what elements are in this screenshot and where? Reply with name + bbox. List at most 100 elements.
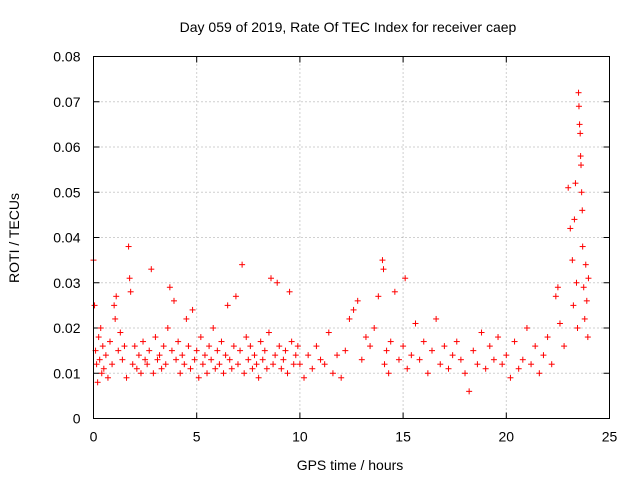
data-point <box>272 352 279 359</box>
data-point <box>416 356 423 363</box>
data-point <box>197 334 204 341</box>
data-point <box>578 189 585 196</box>
data-point <box>239 261 246 268</box>
data-point <box>115 347 122 354</box>
data-point <box>282 347 289 354</box>
data-point <box>241 370 248 377</box>
x-tick-label: 15 <box>395 429 411 445</box>
data-point <box>387 338 394 345</box>
data-point <box>204 370 211 377</box>
data-point <box>230 343 237 350</box>
data-point <box>199 361 206 368</box>
data-point <box>321 361 328 368</box>
data-point <box>325 329 332 336</box>
data-point <box>119 356 126 363</box>
data-point <box>554 284 561 291</box>
data-point <box>232 293 239 300</box>
y-axis-label: ROTI / TECUs <box>6 193 22 283</box>
data-point <box>305 352 312 359</box>
data-point <box>371 325 378 331</box>
data-point <box>503 352 510 359</box>
data-point <box>385 370 392 377</box>
data-point <box>137 370 144 377</box>
data-point <box>313 343 320 350</box>
data-point <box>453 338 460 345</box>
data-point <box>579 243 586 250</box>
data-point <box>528 361 535 368</box>
data-point <box>575 103 582 110</box>
data-point <box>486 343 493 350</box>
data-point <box>175 338 182 345</box>
data-point <box>334 352 341 359</box>
data-point <box>253 361 260 368</box>
data-point <box>585 275 592 282</box>
data-point <box>224 302 231 309</box>
data-point <box>478 329 485 336</box>
data-point <box>148 266 155 273</box>
data-point <box>191 356 198 363</box>
chart-title: Day 059 of 2019, Rate Of TEC Index for r… <box>180 19 517 35</box>
data-point <box>428 347 435 354</box>
data-point <box>490 356 497 363</box>
data-point <box>212 365 219 372</box>
data-point <box>437 361 444 368</box>
data-point <box>404 365 411 372</box>
y-tick-label: 0.01 <box>53 365 80 381</box>
data-point <box>195 374 202 381</box>
data-point <box>280 356 287 363</box>
data-point <box>162 361 169 368</box>
data-point <box>228 365 235 372</box>
data-point <box>127 288 134 295</box>
data-point <box>93 361 100 368</box>
data-point <box>354 297 361 304</box>
data-point <box>185 343 192 350</box>
data-point <box>367 343 374 350</box>
data-point <box>142 356 149 363</box>
data-point <box>226 356 233 363</box>
data-point <box>577 130 584 137</box>
data-points <box>90 89 592 395</box>
data-point <box>296 361 303 368</box>
data-point <box>499 361 506 368</box>
data-point <box>208 356 215 363</box>
data-point <box>433 315 440 322</box>
data-point <box>177 370 184 377</box>
data-point <box>270 361 277 368</box>
data-point <box>358 356 365 363</box>
data-point <box>152 334 159 341</box>
data-point <box>95 334 102 341</box>
data-point <box>565 184 572 191</box>
data-point <box>294 343 301 350</box>
data-point <box>301 374 308 381</box>
data-point <box>284 370 291 377</box>
data-point <box>519 356 526 363</box>
data-point <box>576 121 583 128</box>
data-point <box>317 356 324 363</box>
data-point <box>265 329 272 336</box>
data-point <box>96 356 103 363</box>
data-point <box>540 352 547 359</box>
data-point <box>342 347 349 354</box>
data-point <box>449 352 456 359</box>
data-point <box>346 315 353 322</box>
data-point <box>187 365 194 372</box>
data-point <box>168 347 175 354</box>
data-point <box>91 302 98 309</box>
data-point <box>573 279 580 286</box>
data-point <box>164 325 171 331</box>
data-point <box>441 343 448 350</box>
data-point <box>216 361 223 368</box>
data-point <box>379 257 386 264</box>
data-point <box>97 325 104 331</box>
data-point <box>569 257 576 264</box>
data-point <box>109 361 116 368</box>
data-point <box>257 338 264 345</box>
data-point <box>583 297 590 304</box>
data-point <box>206 343 213 350</box>
data-point <box>247 343 254 350</box>
data-point <box>582 261 589 268</box>
data-point <box>395 356 402 363</box>
data-point <box>288 338 295 345</box>
data-point <box>261 347 268 354</box>
data-point <box>570 302 577 309</box>
